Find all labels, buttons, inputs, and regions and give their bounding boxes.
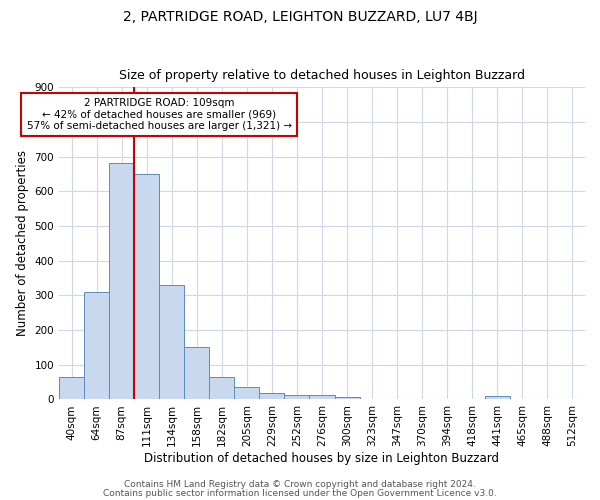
Bar	[310, 396, 335, 400]
Text: 2, PARTRIDGE ROAD, LEIGHTON BUZZARD, LU7 4BJ: 2, PARTRIDGE ROAD, LEIGHTON BUZZARD, LU7…	[122, 10, 478, 24]
Text: Contains HM Land Registry data © Crown copyright and database right 2024.: Contains HM Land Registry data © Crown c…	[124, 480, 476, 489]
Title: Size of property relative to detached houses in Leighton Buzzard: Size of property relative to detached ho…	[119, 69, 525, 82]
Bar	[134, 174, 159, 400]
Bar	[209, 377, 235, 400]
Bar	[109, 163, 134, 400]
Bar	[284, 396, 310, 400]
Bar	[84, 292, 109, 400]
Y-axis label: Number of detached properties: Number of detached properties	[16, 150, 29, 336]
Bar	[159, 285, 184, 400]
Bar	[259, 392, 284, 400]
Bar	[335, 396, 359, 400]
Text: Contains public sector information licensed under the Open Government Licence v3: Contains public sector information licen…	[103, 488, 497, 498]
Bar	[59, 377, 84, 400]
Bar	[485, 396, 510, 400]
Bar	[235, 388, 259, 400]
Bar	[184, 347, 209, 400]
X-axis label: Distribution of detached houses by size in Leighton Buzzard: Distribution of detached houses by size …	[145, 452, 499, 465]
Text: 2 PARTRIDGE ROAD: 109sqm
← 42% of detached houses are smaller (969)
57% of semi-: 2 PARTRIDGE ROAD: 109sqm ← 42% of detach…	[26, 98, 292, 131]
